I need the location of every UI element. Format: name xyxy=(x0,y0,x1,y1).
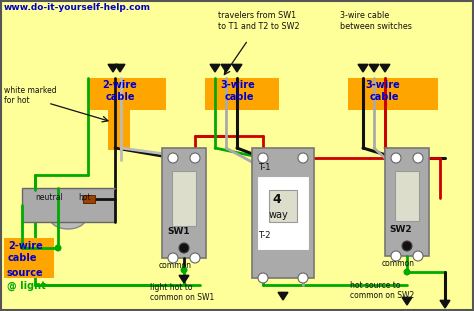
Polygon shape xyxy=(402,297,412,305)
Text: way: way xyxy=(269,210,289,220)
Bar xyxy=(385,148,429,256)
Polygon shape xyxy=(380,64,390,72)
Circle shape xyxy=(190,153,200,163)
Text: common: common xyxy=(159,261,192,270)
Text: common on SW2: common on SW2 xyxy=(350,291,414,300)
Text: 3-wire cable: 3-wire cable xyxy=(340,11,389,20)
Circle shape xyxy=(55,244,62,252)
Text: SW2: SW2 xyxy=(389,225,411,234)
Text: T-2: T-2 xyxy=(258,231,271,240)
Text: www.do-it-yourself-help.com: www.do-it-yourself-help.com xyxy=(4,3,151,12)
Circle shape xyxy=(402,241,412,251)
Circle shape xyxy=(181,267,188,273)
Circle shape xyxy=(391,251,401,261)
Text: light hot to: light hot to xyxy=(150,283,192,292)
Circle shape xyxy=(391,153,401,163)
Text: 2-wire: 2-wire xyxy=(102,80,137,90)
Polygon shape xyxy=(115,64,125,72)
Circle shape xyxy=(298,273,308,283)
Bar xyxy=(348,78,438,110)
Text: 3-wire: 3-wire xyxy=(220,80,255,90)
Text: cable: cable xyxy=(225,92,255,102)
Text: cable: cable xyxy=(8,253,37,263)
Text: @ light: @ light xyxy=(7,281,46,291)
Circle shape xyxy=(258,153,268,163)
Circle shape xyxy=(258,273,268,283)
Text: travelers from SW1: travelers from SW1 xyxy=(218,11,296,20)
Bar xyxy=(162,148,206,258)
Circle shape xyxy=(168,153,178,163)
Bar xyxy=(269,190,297,222)
Text: common: common xyxy=(382,259,415,268)
Polygon shape xyxy=(369,64,379,72)
Bar xyxy=(257,176,309,250)
Polygon shape xyxy=(440,300,450,308)
Text: between switches: between switches xyxy=(340,22,412,31)
Text: white marked: white marked xyxy=(4,86,56,95)
Bar xyxy=(205,78,279,110)
Circle shape xyxy=(413,153,423,163)
Text: to T1 and T2 to SW2: to T1 and T2 to SW2 xyxy=(218,22,300,31)
Text: 3-wire: 3-wire xyxy=(365,80,400,90)
Bar xyxy=(22,188,115,222)
Text: cable: cable xyxy=(106,92,136,102)
Polygon shape xyxy=(179,275,189,283)
Text: 4: 4 xyxy=(272,193,281,206)
Text: T-1: T-1 xyxy=(258,163,271,172)
Text: source: source xyxy=(7,268,44,278)
Circle shape xyxy=(179,243,189,253)
Bar xyxy=(395,171,419,221)
Text: SW1: SW1 xyxy=(167,227,190,236)
Circle shape xyxy=(413,251,423,261)
Polygon shape xyxy=(358,64,368,72)
Text: hot source to: hot source to xyxy=(350,281,401,290)
Circle shape xyxy=(168,253,178,263)
Bar xyxy=(4,238,54,278)
Bar xyxy=(83,195,95,203)
Circle shape xyxy=(403,268,410,276)
Circle shape xyxy=(190,253,200,263)
Bar xyxy=(108,108,130,150)
Bar xyxy=(88,78,166,110)
Polygon shape xyxy=(221,64,231,72)
Text: common on SW1: common on SW1 xyxy=(150,293,214,302)
Text: 2-wire: 2-wire xyxy=(8,241,43,251)
Text: neutral: neutral xyxy=(35,193,63,202)
Bar xyxy=(172,171,196,226)
Circle shape xyxy=(298,153,308,163)
Text: hot: hot xyxy=(78,193,91,202)
Text: cable: cable xyxy=(370,92,400,102)
Text: for hot: for hot xyxy=(4,96,29,105)
Polygon shape xyxy=(278,292,288,300)
Polygon shape xyxy=(210,64,220,72)
Ellipse shape xyxy=(50,207,86,229)
Polygon shape xyxy=(108,64,118,72)
Bar xyxy=(252,148,314,278)
Polygon shape xyxy=(232,64,242,72)
